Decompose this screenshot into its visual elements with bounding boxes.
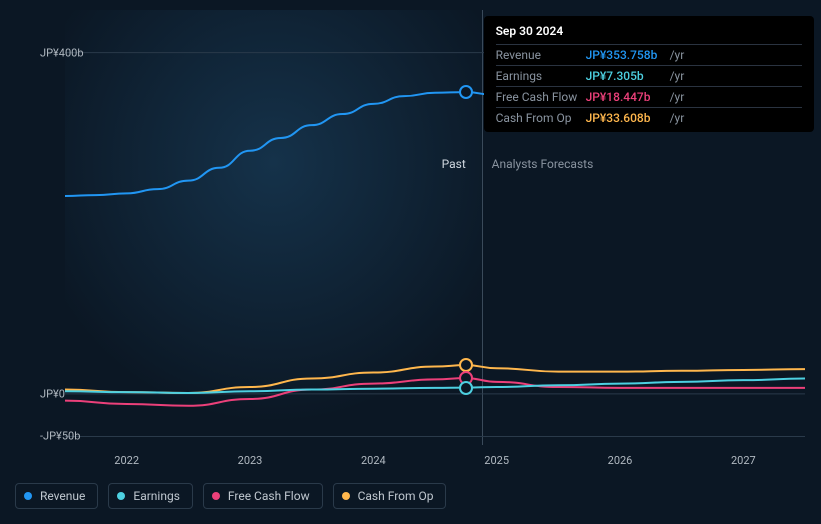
x-axis-label: 2022 (114, 454, 139, 467)
tooltip-row-unit: /yr (670, 90, 685, 104)
tooltip-row: Free Cash FlowJP¥18.447b/yr (496, 86, 802, 107)
x-axis-label: 2026 (608, 454, 633, 467)
y-axis-label: -JP¥50b (40, 430, 80, 443)
y-axis-label: JP¥400b (40, 46, 84, 59)
tooltip-row-unit: /yr (670, 48, 685, 62)
series-marker-cash_from_op (459, 358, 473, 372)
tooltip-row-unit: /yr (670, 69, 685, 83)
tooltip-row-value: JP¥7.305b (586, 69, 666, 83)
chart-tooltip: Sep 30 2024 RevenueJP¥353.758b/yrEarning… (484, 16, 814, 132)
tooltip-row-label: Free Cash Flow (496, 90, 586, 104)
x-axis-label: 2025 (484, 454, 509, 467)
x-axis-label: 2023 (238, 454, 263, 467)
legend-item-revenue[interactable]: Revenue (15, 483, 98, 509)
tooltip-row: EarningsJP¥7.305b/yr (496, 65, 802, 86)
series-marker-revenue (459, 85, 473, 99)
legend-dot-icon (117, 492, 125, 500)
legend-dot-icon (212, 492, 220, 500)
tooltip-row-unit: /yr (670, 111, 685, 125)
series-marker-earnings (459, 381, 473, 395)
tooltip-date: Sep 30 2024 (496, 24, 802, 44)
legend-item-label: Cash From Op (358, 489, 434, 503)
legend-item-label: Revenue (40, 489, 85, 503)
tooltip-row-label: Earnings (496, 69, 586, 83)
legend-item-label: Earnings (133, 489, 180, 503)
tooltip-row-label: Revenue (496, 48, 586, 62)
legend-dot-icon (342, 492, 350, 500)
financials-chart: Past Analysts Forecasts 2022202320242025… (15, 0, 805, 460)
x-axis-label: 2024 (361, 454, 386, 467)
tooltip-row-value: JP¥353.758b (586, 48, 666, 62)
chart-legend: Revenue Earnings Free Cash Flow Cash From O… (15, 483, 446, 509)
legend-item-label: Free Cash Flow (228, 489, 310, 503)
legend-item-earnings[interactable]: Earnings (108, 483, 193, 509)
tooltip-row-value: JP¥33.608b (586, 111, 666, 125)
tooltip-row-label: Cash From Op (496, 111, 586, 125)
tooltip-row-value: JP¥18.447b (586, 90, 666, 104)
tooltip-row: RevenueJP¥353.758b/yr (496, 44, 802, 65)
series-line-earnings (65, 378, 805, 393)
y-axis-label: JP¥0 (40, 387, 65, 400)
legend-item-free_cash_flow[interactable]: Free Cash Flow (203, 483, 323, 509)
legend-dot-icon (24, 492, 32, 500)
tooltip-row: Cash From OpJP¥33.608b/yr (496, 107, 802, 128)
legend-item-cash_from_op[interactable]: Cash From Op (333, 483, 447, 509)
x-axis-label: 2027 (731, 454, 756, 467)
